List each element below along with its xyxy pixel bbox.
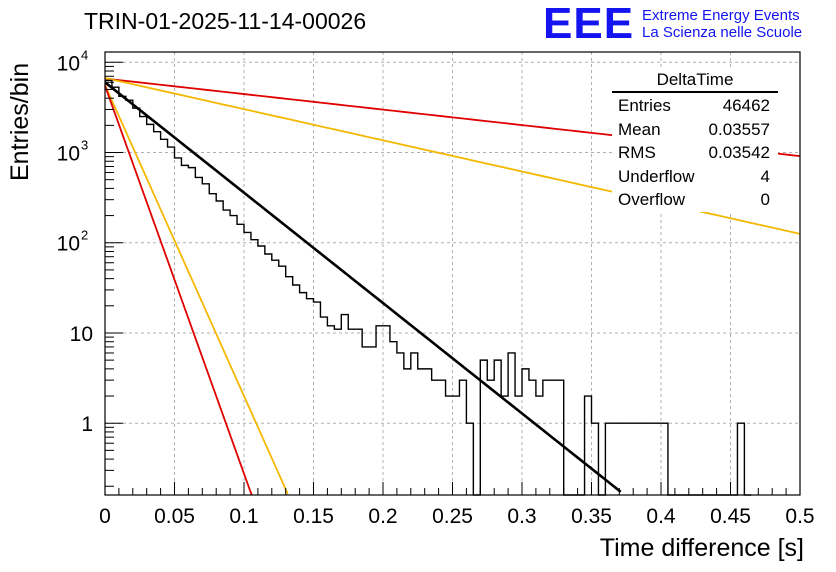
- stats-label: RMS: [618, 143, 656, 162]
- stats-row-underflow: Underflow 4: [612, 165, 778, 189]
- x-tick-label: 0.45: [710, 505, 751, 528]
- stats-label: Underflow: [618, 166, 695, 186]
- y-tick-label: 10: [57, 233, 80, 256]
- y-tick-label: 10: [57, 143, 80, 166]
- logo-line2: La Scienza nelle Scuole: [642, 24, 803, 41]
- x-tick-label: 0: [99, 505, 111, 528]
- curve-yellow-fast: [104, 84, 289, 495]
- y-tick-label: 10: [70, 323, 93, 346]
- x-tick-label: 0.1: [229, 505, 258, 528]
- run-title: TRIN-01-2025-11-14-00026: [84, 8, 367, 34]
- stats-row-overflow: Overflow 0: [612, 188, 778, 212]
- y-tick-exponent: 2: [81, 228, 88, 243]
- curve-red-fast: [104, 85, 253, 496]
- x-tick-label: 0.35: [571, 505, 612, 528]
- logo-line1: Extreme Energy Events: [642, 7, 800, 24]
- y-tick-label: 1: [81, 413, 93, 436]
- axis-ticks: [104, 61, 801, 495]
- x-tick-label: 0.4: [646, 505, 676, 528]
- histogram-outline: [105, 79, 752, 496]
- stats-value: 4: [760, 166, 770, 186]
- stats-row-rms: RMS 0.03542: [612, 141, 778, 165]
- x-axis-title: Time difference [s]: [599, 534, 804, 562]
- stats-value: 0: [760, 190, 770, 209]
- stats-value: 0.03557: [708, 119, 770, 139]
- y-tick-label: 10: [57, 52, 80, 75]
- curve-fit: [104, 81, 622, 493]
- x-tick-label: 0.2: [368, 505, 397, 528]
- y-tick-exponent: 4: [81, 47, 88, 62]
- logo-mark: EEE: [543, 0, 635, 48]
- x-tick-label: 0.5: [785, 505, 814, 528]
- stats-label: Entries: [618, 96, 671, 115]
- y-axis-title: Entries/bin: [6, 62, 34, 181]
- stats-label: Mean: [618, 119, 661, 139]
- stats-value: 0.03542: [708, 143, 770, 162]
- stats-row-mean: Mean 0.03557: [612, 118, 778, 142]
- logo-text: Extreme Energy Events La Scienza nelle S…: [642, 7, 802, 41]
- tick-labels: 0 0.05 0.1 0.15 0.2 0.25 0.3 0.35 0.4 0.45 0.5 1 10 1…: [57, 47, 815, 528]
- stats-label: Overflow: [618, 190, 686, 209]
- histogram: [105, 79, 752, 496]
- stats-row-entries: Entries 46462: [612, 94, 778, 118]
- eee-logo: EEE Extreme Energy Events La Scienza nel…: [543, 2, 802, 46]
- x-tick-label: 0.15: [293, 505, 334, 528]
- x-tick-label: 0.05: [154, 505, 195, 528]
- x-tick-label: 0.3: [507, 505, 536, 528]
- stats-value: 46462: [722, 96, 770, 115]
- stats-title: DeltaTime: [612, 70, 778, 93]
- stats-box: DeltaTime Entries 46462 Mean 0.03557 RMS…: [612, 70, 778, 212]
- x-tick-label: 0.25: [432, 505, 473, 528]
- y-tick-exponent: 3: [81, 138, 88, 153]
